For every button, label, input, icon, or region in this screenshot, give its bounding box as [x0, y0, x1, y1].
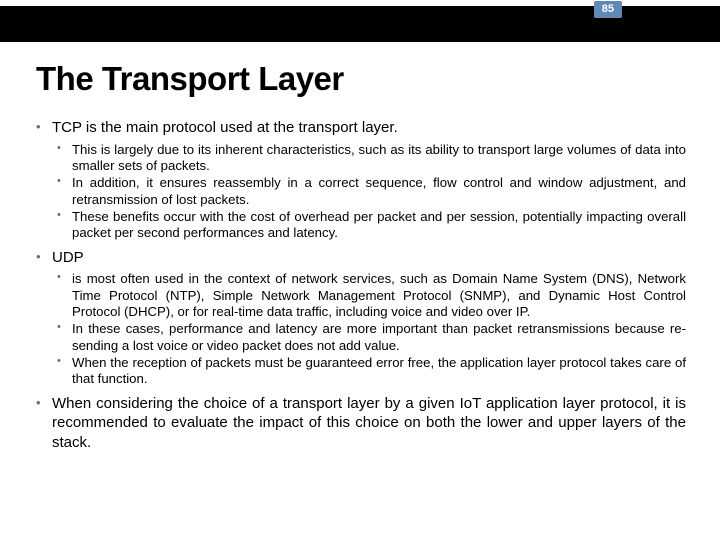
bullet-tcp-sub2: In addition, it ensures reassembly in a … — [54, 175, 686, 208]
bullet-tcp-sub3: These benefits occur with the cost of ov… — [54, 209, 686, 242]
bullet-udp-sub1: is most often used in the context of net… — [54, 271, 686, 320]
bullet-tcp-sub1: This is largely due to its inherent char… — [54, 142, 686, 175]
bullet-udp: UDP — [36, 248, 686, 268]
header-bar: 85 — [0, 6, 720, 42]
bullet-udp-sub3: When the reception of packets must be gu… — [54, 355, 686, 388]
bullet-udp-sub2: In these cases, performance and latency … — [54, 321, 686, 354]
bullet-tcp: TCP is the main protocol used at the tra… — [36, 118, 686, 138]
bullet-conclusion: When considering the choice of a transpo… — [36, 394, 686, 453]
page-title: The Transport Layer — [36, 60, 686, 98]
slide-content: The Transport Layer TCP is the main prot… — [36, 60, 686, 456]
page-number-badge: 85 — [594, 1, 622, 18]
